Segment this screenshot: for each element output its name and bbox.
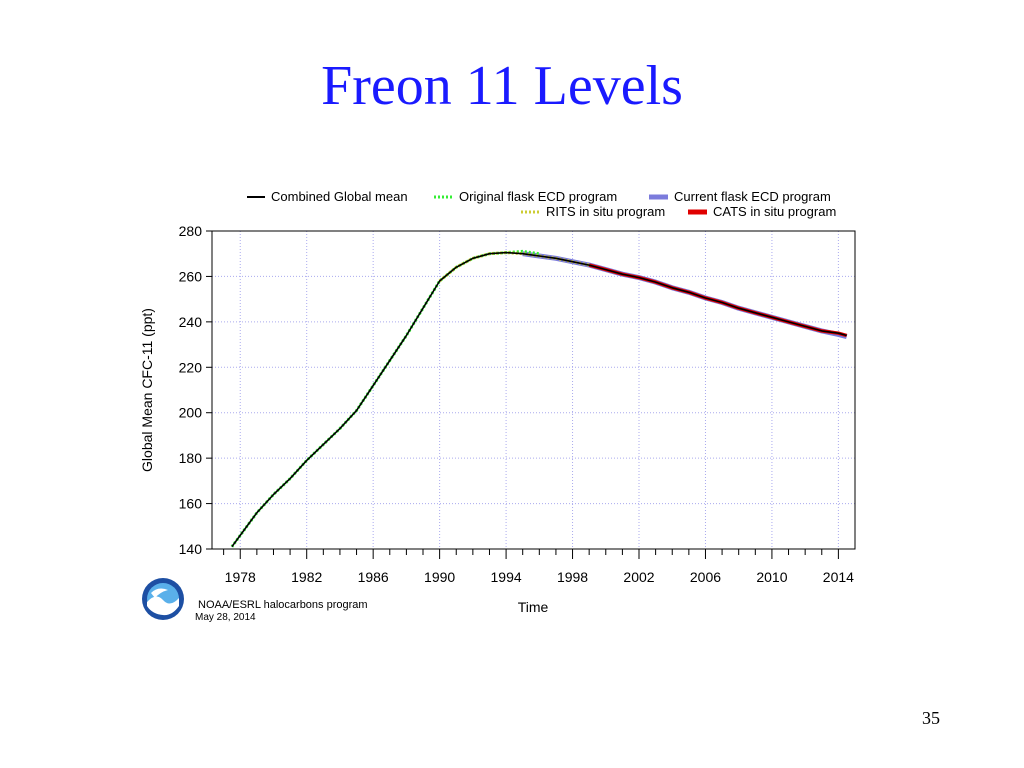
legend-label-combined: Combined Global mean: [271, 189, 408, 204]
chart-ticks: 140 160 180 200 220 240 260 280 1978 1982 1986 1990…: [179, 223, 855, 585]
y-tick-label: 240: [179, 314, 203, 330]
chart-legend: Combined Global mean Original flask ECD …: [247, 189, 836, 219]
y-tick-label: 160: [179, 496, 203, 512]
x-tick-label: 2002: [623, 569, 654, 585]
y-tick-label: 220: [179, 359, 203, 375]
legend-label-original-flask: Original flask ECD program: [459, 189, 617, 204]
y-tick-label: 280: [179, 223, 203, 239]
series-combined-global-mean: [231, 251, 847, 548]
y-tick-label: 180: [179, 450, 203, 466]
slide-title: Freon 11 Levels: [321, 55, 683, 117]
chart-gridlines: [212, 230, 855, 550]
x-axis-title: Time: [518, 599, 549, 615]
x-tick-label: 1994: [491, 569, 522, 585]
x-tick-label: 1982: [291, 569, 322, 585]
noaa-logo: [142, 578, 184, 620]
chart-series: [230, 249, 848, 548]
slide-number: 35: [922, 708, 940, 728]
credit-date: May 28, 2014: [195, 612, 256, 623]
y-tick-label: 140: [179, 541, 203, 557]
legend-label-rits: RITS in situ program: [546, 204, 665, 219]
x-tick-label: 2010: [756, 569, 787, 585]
x-tick-label: 1998: [557, 569, 588, 585]
y-tick-label: 260: [179, 268, 203, 284]
plot-area: [211, 230, 856, 550]
x-tick-label: 1978: [225, 569, 256, 585]
x-tick-label: 1986: [358, 569, 389, 585]
x-tick-label: 2006: [690, 569, 721, 585]
legend-label-current-flask: Current flask ECD program: [674, 189, 831, 204]
y-tick-label: 200: [179, 405, 203, 421]
y-axis-title: Global Mean CFC-11 (ppt): [139, 308, 155, 472]
x-tick-label: 1990: [424, 569, 455, 585]
legend-label-cats: CATS in situ program: [713, 204, 836, 219]
credit-program: NOAA/ESRL halocarbons program: [198, 599, 368, 611]
x-tick-label: 2014: [823, 569, 854, 585]
series-original-flask-ecd: [230, 249, 540, 548]
